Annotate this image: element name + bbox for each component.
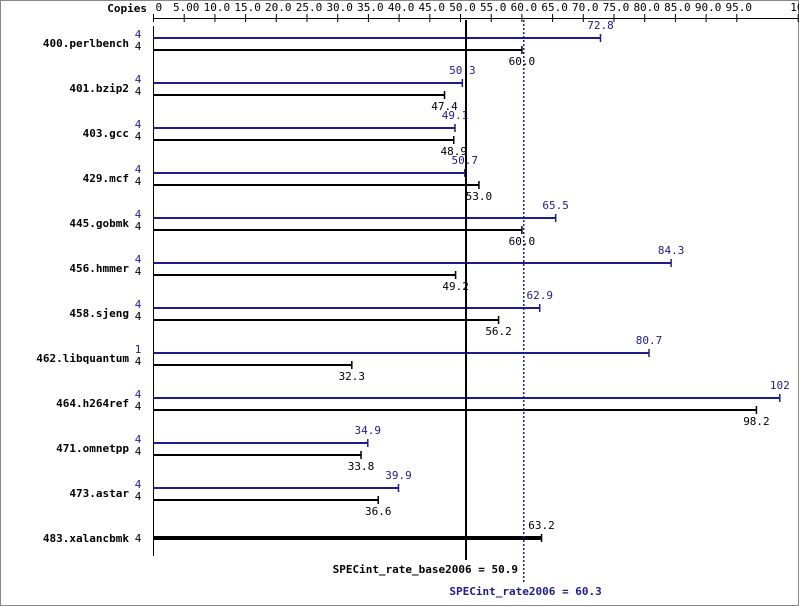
x-tick-label: 15.0 [234,1,261,14]
value-label: 49.1 [442,109,469,122]
category-label: 458.sjeng [69,307,129,320]
x-tick-label: 75.0 [603,1,630,14]
value-label: 47.4 [431,100,458,113]
category-label: 471.omnetpp [56,442,129,455]
x-tick-label: 40.0 [388,1,415,14]
category-label: 401.bzip2 [69,82,129,95]
value-label: 33.8 [348,460,375,473]
copies-label: 4 [135,130,142,143]
category-label: 456.hmmer [69,262,129,275]
category-label: 464.h264ref [56,397,129,410]
x-tick-label: 5.00 [173,1,200,14]
copies-label: 4 [135,118,142,131]
category-label: 462.libquantum [36,352,129,365]
value-label: 60.0 [509,235,536,248]
copies-label: 4 [135,163,142,176]
copies-label: 4 [135,355,142,368]
copies-label: 4 [135,73,142,86]
x-tick-label: 55.0 [480,1,507,14]
copies-label: 4 [135,175,142,188]
category-label: 400.perlbench [43,37,129,50]
value-label: 98.2 [743,415,770,428]
x-axis-label: Copies [107,2,147,15]
x-tick-label: 30.0 [326,1,353,14]
category-label: 403.gcc [83,127,129,140]
copies-label: 4 [135,532,142,545]
copies-label: 4 [135,310,142,323]
reference-label: SPECint_rate_base2006 = 50.9 [333,563,518,576]
category-label: 429.mcf [83,172,129,185]
x-tick-label: 95.0 [726,1,753,14]
copies-label: 4 [135,28,142,41]
copies-label: 4 [135,490,142,503]
x-tick-label: 80.0 [633,1,660,14]
x-tick-label: 0 [156,1,163,14]
value-label: 60.0 [509,55,536,68]
value-label: 39.9 [385,469,412,482]
value-label: 63.2 [528,519,555,532]
x-tick-label: 35.0 [357,1,384,14]
copies-label: 1 [135,343,142,356]
x-tick-label: 50.0 [449,1,476,14]
copies-label: 4 [135,433,142,446]
value-label: 49.2 [442,280,469,293]
copies-label: 4 [135,400,142,413]
value-label: 48.9 [440,145,467,158]
x-tick-label: 85.0 [664,1,691,14]
value-label: 56.2 [485,325,512,338]
x-tick-label: 90.0 [695,1,722,14]
value-label: 84.3 [658,244,685,257]
copies-label: 4 [135,298,142,311]
reference-label: SPECint_rate2006 = 60.3 [449,585,601,598]
x-tick-label: 45.0 [419,1,446,14]
category-label: 483.xalancbmk [43,532,129,545]
value-label: 102 [770,379,790,392]
value-label: 62.9 [526,289,553,302]
category-label: 445.gobmk [69,217,129,230]
copies-label: 4 [135,208,142,221]
x-tick-label: 25.0 [296,1,323,14]
value-label: 53.0 [466,190,493,203]
copies-label: 4 [135,253,142,266]
value-label: 32.3 [339,370,366,383]
value-label: 80.7 [636,334,663,347]
copies-label: 4 [135,445,142,458]
x-tick-label: 20.0 [265,1,292,14]
value-label: 50.7 [452,154,479,167]
copies-label: 4 [135,478,142,491]
x-tick-label: 60.0 [511,1,538,14]
copies-label: 4 [135,265,142,278]
copies-label: 4 [135,220,142,233]
value-label: 72.8 [587,19,614,32]
x-tick-label: 10.0 [204,1,231,14]
x-tick-label: 65.0 [541,1,568,14]
x-tick-label: 70.0 [572,1,599,14]
category-label: 473.astar [69,487,129,500]
x-tick-label: 105 [790,1,799,14]
value-label: 50.3 [449,64,476,77]
value-label: 65.5 [542,199,569,212]
copies-label: 4 [135,40,142,53]
copies-label: 4 [135,388,142,401]
value-label: 36.6 [365,505,392,518]
value-label: 34.9 [355,424,382,437]
copies-label: 4 [135,85,142,98]
